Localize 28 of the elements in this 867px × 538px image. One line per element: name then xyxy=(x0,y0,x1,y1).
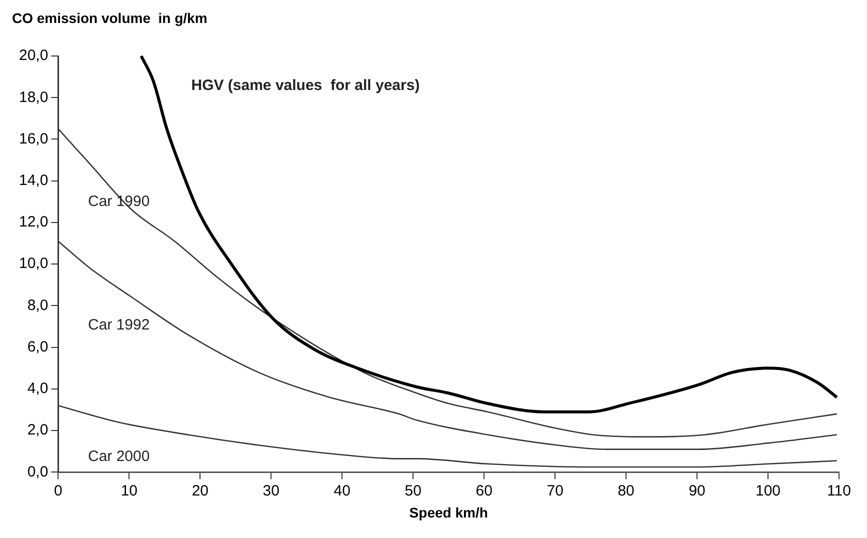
y-tick-label: 8,0 xyxy=(27,296,48,314)
y-tick-label: 12,0 xyxy=(18,214,48,231)
x-tick-label: 80 xyxy=(618,482,634,500)
series-label: Car 1992 xyxy=(88,316,150,334)
x-axis-title: Speed km/h xyxy=(409,504,488,520)
y-tick-label: 0,0 xyxy=(27,463,48,480)
y-tick-label: 16,0 xyxy=(18,130,48,148)
x-tick-label: 60 xyxy=(476,482,492,500)
y-tick-label: 14,0 xyxy=(18,172,48,189)
y-tick-label: 6,0 xyxy=(27,338,48,356)
x-tick-label: 70 xyxy=(546,482,564,500)
x-tick-label: 110 xyxy=(827,482,851,500)
x-tick-label: 20 xyxy=(192,482,209,500)
x-tick-label: 100 xyxy=(756,482,781,500)
y-tick-label: 4,0 xyxy=(27,380,48,398)
series-label: Car 2000 xyxy=(88,448,150,465)
x-tick-label: 10 xyxy=(120,482,138,500)
x-tick-label: 40 xyxy=(334,482,350,500)
y-tick-label: 10,0 xyxy=(18,255,48,272)
y-tick-label: 18,0 xyxy=(18,88,48,106)
x-tick-label: 0 xyxy=(54,482,62,500)
y-tick-label: 2,0 xyxy=(27,422,48,439)
x-tick-label: 90 xyxy=(688,482,706,500)
text: HGV (same values for all years) xyxy=(191,77,420,94)
y-axis-title: CO emission volume in g/km xyxy=(12,10,208,26)
x-tick-label: 30 xyxy=(262,482,280,500)
y-tick-label: 20,0 xyxy=(18,47,48,64)
x-tick-label: 50 xyxy=(404,482,422,500)
